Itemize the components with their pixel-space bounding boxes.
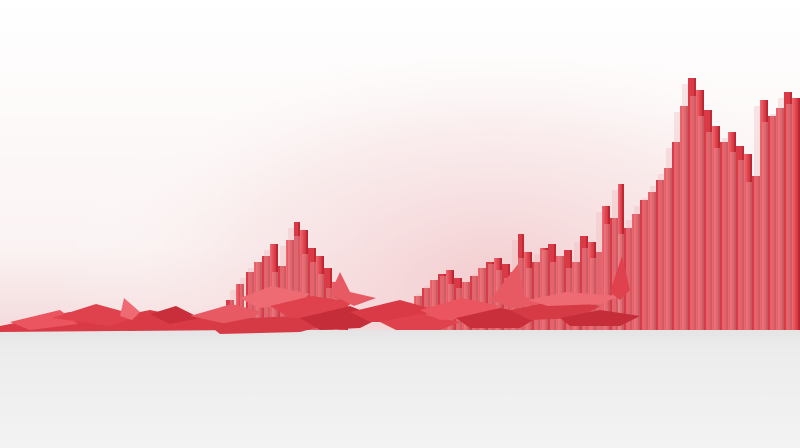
paper-bar bbox=[738, 154, 752, 330]
paper-fold-shape bbox=[528, 292, 620, 306]
paper-fold-shape bbox=[330, 272, 376, 306]
paper-bar bbox=[534, 248, 548, 330]
paper-bar bbox=[698, 110, 712, 330]
paper-fold-shape bbox=[490, 264, 540, 308]
paper-bar bbox=[642, 192, 656, 330]
paper-fold-shape bbox=[52, 304, 140, 326]
paper-bar bbox=[302, 248, 316, 330]
paper-bar bbox=[596, 206, 610, 330]
paper-bar bbox=[722, 132, 736, 330]
paper-bar bbox=[612, 184, 624, 330]
floor bbox=[0, 330, 800, 448]
paper-bar bbox=[746, 176, 760, 330]
paper-fold-shape bbox=[610, 256, 630, 300]
paper-bar bbox=[480, 262, 494, 330]
paper-bar bbox=[674, 106, 688, 330]
paper-bar bbox=[634, 200, 648, 330]
paper-bar bbox=[542, 244, 556, 330]
paper-fold-shape bbox=[210, 316, 330, 334]
paper-bar bbox=[440, 270, 454, 330]
paper-bar bbox=[288, 222, 300, 330]
paper-bar bbox=[658, 168, 672, 330]
paper-bar bbox=[666, 142, 680, 330]
paper-bar bbox=[626, 214, 640, 330]
paper-bar bbox=[706, 126, 720, 330]
paper-fold-shape bbox=[10, 310, 78, 330]
paper-fold-shape bbox=[150, 306, 200, 324]
paper-fold-shape bbox=[560, 310, 640, 326]
paper-bar bbox=[650, 180, 664, 330]
paper-bar bbox=[280, 240, 294, 330]
paper-bar bbox=[294, 230, 308, 330]
paper-bar bbox=[582, 242, 596, 330]
paper-bar bbox=[574, 236, 588, 330]
paper-bar bbox=[770, 108, 784, 330]
paper-bar bbox=[310, 256, 324, 330]
paper-bar bbox=[754, 100, 768, 330]
paper-folds bbox=[0, 256, 640, 334]
paper-fold-shape bbox=[120, 298, 140, 320]
paper-bar bbox=[558, 250, 572, 330]
paper-bar bbox=[778, 92, 792, 330]
paper-bar bbox=[730, 146, 744, 330]
paper-bar bbox=[682, 78, 696, 330]
paper-bar bbox=[714, 142, 728, 330]
paper-bar bbox=[762, 116, 776, 330]
paper-bar bbox=[690, 90, 704, 330]
paper-bar bbox=[432, 274, 446, 330]
paper-bar bbox=[786, 98, 800, 330]
